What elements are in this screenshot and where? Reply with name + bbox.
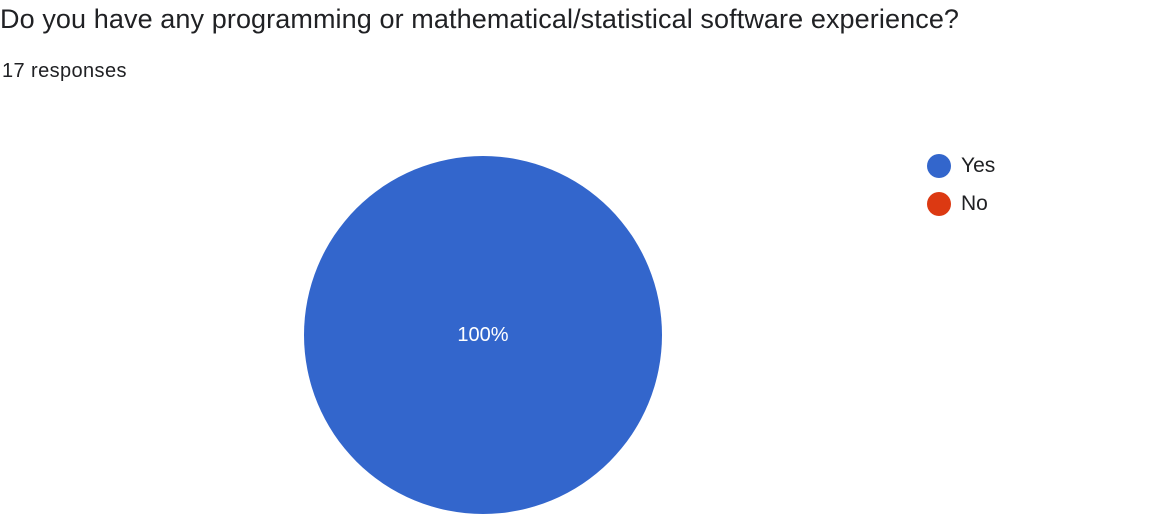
- pie-labels: 100%: [457, 324, 508, 346]
- question-title: Do you have any programming or mathemati…: [0, 4, 960, 34]
- legend-label-no: No: [961, 192, 988, 215]
- response-count: 17 responses: [2, 60, 127, 82]
- legend-label-yes: Yes: [961, 154, 996, 177]
- pie-slice-yes[interactable]: [304, 156, 662, 514]
- legend-swatch-no: [927, 192, 951, 216]
- legend-swatch-yes: [927, 154, 951, 178]
- pie-label-yes: 100%: [457, 324, 508, 346]
- legend-item-no[interactable]: No: [927, 191, 995, 217]
- legend: Yes No: [927, 153, 995, 229]
- pie-slices: [304, 156, 662, 514]
- legend-item-yes[interactable]: Yes: [927, 153, 995, 179]
